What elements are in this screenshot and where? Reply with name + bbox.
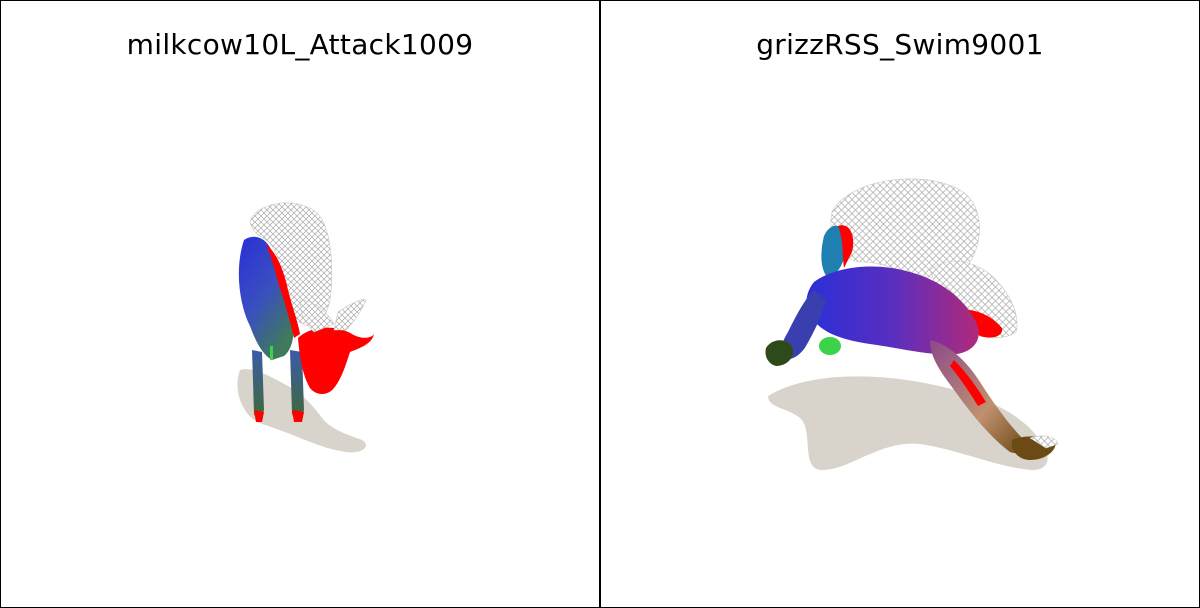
bear-back-leg <box>780 290 826 360</box>
bear-back-paw <box>765 340 794 366</box>
cow-mesh-neck <box>299 299 335 333</box>
cow-hoof-red-left <box>254 410 264 422</box>
bear-red-patch-top <box>838 225 854 268</box>
panel-left: milkcow10L_Attack1009 <box>126 28 474 453</box>
panel-divider <box>599 0 601 608</box>
cow-red-edge <box>266 244 300 338</box>
cow-leg-right <box>290 350 304 419</box>
cow-mesh-horn <box>333 299 367 331</box>
panel-title-right: grizzRSS_Swim9001 <box>756 28 1044 61</box>
cow-leg-left <box>252 350 264 418</box>
bear-teal-patch <box>821 225 847 278</box>
cow-render <box>237 202 374 453</box>
cow-green-accent <box>270 346 273 360</box>
cow-hoof-red-right <box>292 410 304 422</box>
bear-front-leg-red <box>950 360 986 406</box>
bear-front-paw-mesh <box>1029 435 1059 449</box>
bear-render <box>765 178 1059 470</box>
bear-green-marker <box>819 337 841 355</box>
cow-body <box>238 236 294 360</box>
panel-right: grizzRSS_Swim9001 <box>600 0 1200 608</box>
panel-title-left: milkcow10L_Attack1009 <box>126 28 474 61</box>
bear-body <box>806 266 979 355</box>
cow-head <box>298 327 374 394</box>
